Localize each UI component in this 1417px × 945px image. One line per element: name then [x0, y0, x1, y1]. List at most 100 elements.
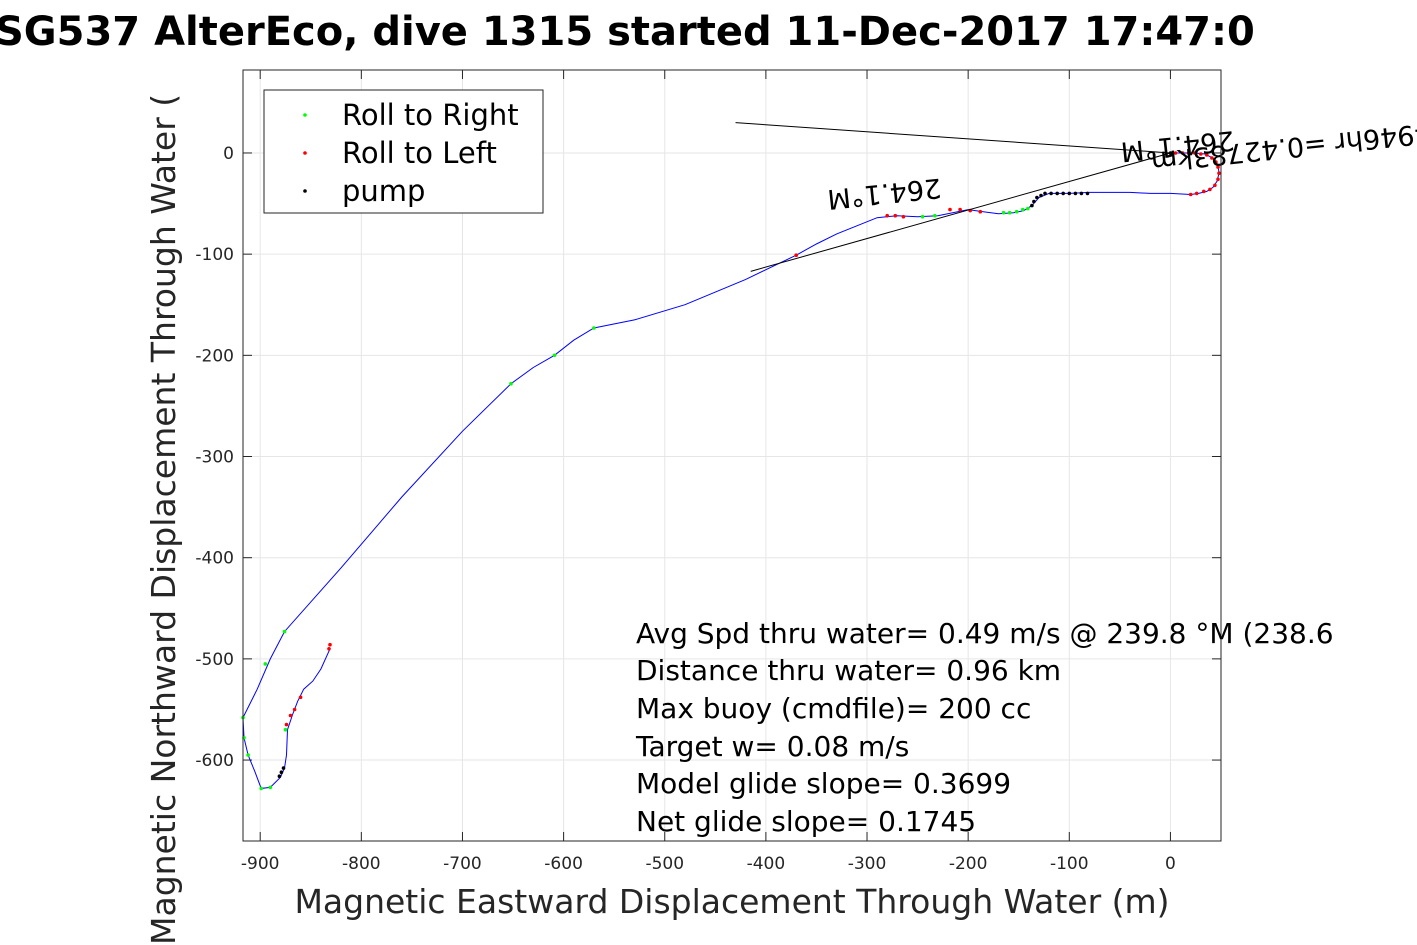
roll-left-point [1192, 151, 1197, 155]
roll-left-point [958, 207, 962, 212]
roll-right-point [933, 213, 937, 218]
legend: Roll to Right Roll to Left pump [263, 89, 544, 214]
stats-annotation: Avg Spd thru water= 0.49 m/s @ 239.8 °M … [635, 617, 1334, 838]
x-tick-label: -400 [747, 854, 786, 874]
roll-left-point [1214, 160, 1218, 164]
roll-left-point [284, 722, 289, 727]
roll-right-point [259, 786, 264, 791]
roll-right-point [282, 629, 287, 634]
roll-left-point [901, 214, 906, 219]
stat-net-glide: Net glide slope= 0.1745 [636, 805, 976, 838]
roll-left-point [288, 713, 293, 718]
stat-distance: Distance thru water= 0.96 km [636, 654, 1061, 687]
pump-point [1079, 191, 1084, 196]
roll-right-point [592, 326, 596, 330]
roll-left-point [1199, 152, 1203, 156]
pump-point [1085, 191, 1090, 196]
ticks-layer: -900 -800 -700 -600 -500 -400 -300 -200 -100 0 -60… [195, 70, 1221, 874]
pump-point [1035, 195, 1039, 200]
pump-point [1032, 199, 1036, 204]
roll-left-point [298, 695, 303, 700]
roll-left-point [328, 642, 332, 647]
glider-track-line [242, 152, 1220, 789]
pump-point [1055, 191, 1059, 196]
roll-left-point [893, 213, 898, 218]
roll-left-point [1213, 183, 1217, 188]
stat-max-buoy: Max buoy (cmdfile)= 200 cc [636, 692, 1031, 725]
pump-point [1067, 191, 1072, 196]
roll-left-point [885, 213, 889, 218]
roll-left-point [1188, 192, 1193, 197]
pump-point [1039, 193, 1043, 198]
x-tick-label: -800 [342, 854, 381, 874]
y-tick-label: -600 [195, 751, 234, 771]
legend-marker-pump [303, 189, 307, 193]
legend-label-roll-left: Roll to Left [342, 136, 497, 170]
legend-label-roll-right: Roll to Right [342, 98, 519, 132]
x-tick-label: 0 [1165, 854, 1176, 874]
y-tick-label: -300 [195, 448, 234, 468]
roll-left-point [1180, 151, 1185, 155]
stat-target-w: Target w= 0.08 m/s [635, 730, 909, 763]
legend-marker-roll-right [303, 113, 307, 117]
roll-left-point [292, 707, 297, 712]
x-tick-label: -900 [241, 854, 280, 874]
plot-area-border [242, 69, 1222, 842]
y-tick-label: -200 [195, 346, 234, 366]
pump-point [1049, 191, 1053, 196]
stat-model-glide: Model glide slope= 0.3699 [636, 767, 1011, 800]
heading-vector-line [735, 122, 1171, 154]
roll-right-point [509, 381, 513, 386]
roll-left-point [327, 647, 331, 651]
y-tick-label: -400 [195, 549, 234, 569]
roll-right-point [920, 214, 925, 219]
roll-left-point [1173, 151, 1178, 155]
roll-right-point [1014, 209, 1019, 214]
roll-right-point [1021, 207, 1025, 212]
x-tick-label: -500 [645, 854, 684, 874]
legend-marker-roll-left [303, 151, 307, 155]
roll-left-point [978, 209, 983, 214]
y-tick-label: -500 [195, 650, 234, 670]
pump-point [1030, 203, 1034, 208]
roll-left-point [948, 207, 952, 212]
legend-box [263, 89, 544, 214]
pump-point [281, 766, 286, 770]
roll-right-point [1007, 210, 1012, 215]
roll-left-point [794, 253, 798, 257]
roll-right-point [263, 662, 268, 666]
pump-point [1073, 191, 1078, 196]
roll-right-point [1001, 210, 1006, 215]
heading-vector-line [750, 152, 1171, 272]
roll-right-point [268, 785, 273, 790]
legend-label-pump: pump [342, 174, 425, 208]
x-tick-label: -200 [949, 854, 988, 874]
roll-left-point [1216, 177, 1220, 182]
roll-left-point [1186, 151, 1191, 155]
x-axis-label: Magnetic Eastward Displacement Through W… [294, 882, 1169, 921]
roll-left-point [1202, 189, 1206, 194]
pump-point [279, 770, 284, 774]
series-layer [241, 151, 1221, 791]
roll-right-point [552, 353, 557, 358]
roll-right-point [283, 727, 288, 732]
y-tick-label: 0 [223, 144, 234, 164]
y-tick-label: -100 [195, 245, 234, 265]
x-tick-label: -100 [1050, 854, 1089, 874]
x-tick-label: -700 [443, 854, 482, 874]
pump-point [1061, 191, 1065, 196]
roll-right-point [246, 753, 250, 757]
roll-left-point [1217, 171, 1221, 175]
roll-left-point [1210, 156, 1214, 160]
y-axis-label: Magnetic Northward Displacement Through … [144, 94, 183, 945]
roll-right-point [1026, 206, 1030, 211]
pump-point [1043, 191, 1047, 196]
x-tick-label: -300 [848, 854, 887, 874]
roll-left-point [1194, 191, 1199, 196]
x-tick-label: -600 [544, 854, 583, 874]
roll-left-point [1205, 153, 1209, 157]
pump-point [277, 774, 282, 778]
roll-left-point [1216, 165, 1220, 169]
